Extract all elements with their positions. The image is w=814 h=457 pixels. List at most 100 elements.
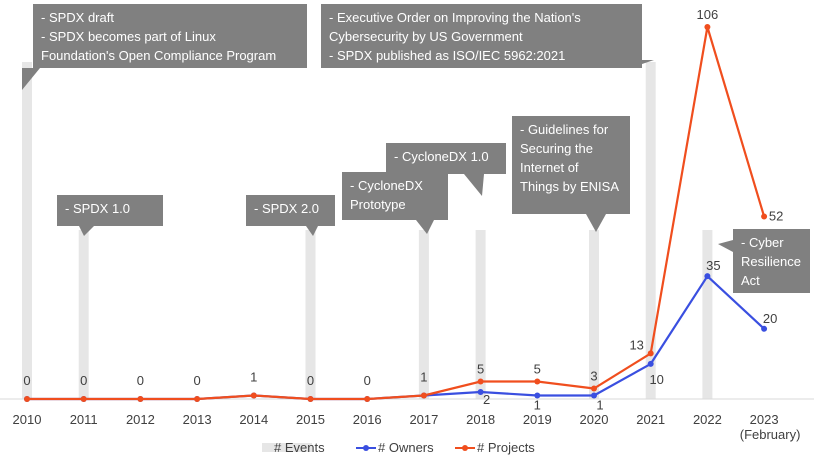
data-label-2019-11: 1 [534, 397, 541, 412]
callout-text-2021-2: - SPDX published as ISO/IEC 5962:2021 [329, 48, 565, 63]
data-label-2023-19: 20 [763, 311, 777, 326]
series-line-projects [27, 25, 766, 401]
legend-marker-owners [363, 445, 369, 451]
callout-text-2021-1: Cybersecurity by US Government [329, 29, 523, 44]
callout-box-2018 [386, 143, 506, 174]
point-owners-2023 [761, 325, 768, 332]
callout-text-2020-3: Things by ENISA [520, 179, 619, 194]
callout-text-2010-0: - SPDX draft [41, 10, 114, 25]
callout-text-2015-0: - SPDX 2.0 [254, 201, 319, 216]
x-tick-2016: 2016 [353, 412, 382, 427]
point-projects-2014 [250, 392, 257, 399]
callout-pointer-2022 [718, 240, 733, 252]
x-tick-2012: 2012 [126, 412, 155, 427]
series-lines [24, 24, 768, 402]
callout-pointer-2017 [416, 220, 434, 234]
callout-2017: - CycloneDX Prototype [342, 172, 448, 234]
callout-text-2017-0: - CycloneDX [350, 178, 423, 193]
data-label-2019-10: 5 [534, 361, 541, 376]
callout-pointer-2011 [79, 226, 94, 236]
callout-2020: - Guidelines for Securing the Internet of T… [512, 116, 630, 232]
callout-2011: - SPDX 1.0 [57, 195, 163, 236]
point-projects-2015 [307, 396, 314, 402]
point-projects-2019 [534, 378, 541, 385]
callout-box-2020 [512, 116, 630, 214]
data-label-2011-1: 0 [80, 373, 87, 388]
callout-text-2017-1: Prototype [350, 197, 406, 212]
data-label-2018-9: 2 [483, 392, 490, 407]
data-label-2012-2: 0 [137, 373, 144, 388]
x-tick-2017: 2017 [409, 412, 438, 427]
data-label-2022-16: 106 [697, 7, 719, 22]
callout-text-2011-0: - SPDX 1.0 [65, 201, 130, 216]
data-label-2015-5: 0 [307, 373, 314, 388]
data-label-2022-17: 35 [706, 258, 720, 273]
point-projects-2013 [194, 396, 201, 402]
callout-2021: - Executive Order on Improving the Natio… [321, 4, 654, 68]
callout-text-2022-1: Resilience [741, 254, 801, 269]
point-owners-2022 [704, 273, 711, 280]
data-label-2023-18: 52 [769, 209, 783, 224]
point-owners-2021 [647, 360, 654, 367]
callout-text-2010-1: - SPDX becomes part of Linux [41, 29, 216, 44]
x-tick-2013: 2013 [183, 412, 212, 427]
legend-swatch-events [262, 443, 312, 452]
callout-box-2017 [342, 172, 448, 220]
x-tick-2010: 2010 [13, 412, 42, 427]
x-tick-2022: 2022 [693, 412, 722, 427]
point-projects-2011 [80, 396, 87, 402]
callout-pointer-2020 [586, 214, 606, 232]
point-projects-2012 [137, 396, 144, 402]
event-bar-2022 [702, 230, 713, 399]
x-axis-ticks: 2010 2011 2012 2013 2014 2015 2016 2017 2018 2019… [13, 412, 801, 442]
data-label-2020-12: 3 [590, 368, 597, 383]
callout-2022: - Cyber Resilience Act [718, 229, 810, 293]
callout-2010: - SPDX draft - SPDX becomes part of Linux… [22, 4, 307, 90]
data-label-2017-7: 1 [420, 369, 427, 384]
x-tick-2015: 2015 [296, 412, 325, 427]
x-tick-note-2023: (February) [740, 427, 801, 442]
event-bars [22, 62, 713, 399]
point-owners-2019 [534, 392, 541, 399]
x-tick-2014: 2014 [239, 412, 268, 427]
callout-text-2018-0: - CycloneDX 1.0 [394, 149, 489, 164]
point-projects-2017 [420, 392, 427, 399]
callout-box-2022 [733, 229, 810, 293]
data-label-2021-15: 10 [649, 372, 663, 387]
point-projects-2018 [477, 378, 484, 385]
callout-box-2011 [57, 195, 163, 226]
callout-box-2010 [33, 4, 307, 68]
callout-pointer-2021 [630, 60, 654, 68]
x-tick-2018: 2018 [466, 412, 495, 427]
legend-label-projects: # Projects [477, 440, 535, 455]
point-projects-2023 [761, 213, 768, 220]
legend-label-owners: # Owners [378, 440, 434, 455]
point-projects-2010 [24, 396, 30, 402]
x-tick-2021: 2021 [636, 412, 665, 427]
legend-marker-projects [462, 445, 468, 451]
callout-text-2022-0: - Cyber [741, 235, 784, 250]
callout-pointer-2018 [464, 174, 484, 196]
callout-text-2020-1: Securing the [520, 141, 593, 156]
data-label-2010-0: 0 [23, 373, 30, 388]
event-bar-2015 [305, 230, 316, 399]
x-tick-2020: 2020 [580, 412, 609, 427]
callout-text-2020-0: - Guidelines for [520, 122, 609, 137]
data-label-2020-13: 1 [596, 397, 603, 412]
x-tick-2011: 2011 [70, 412, 98, 427]
event-bar-2011 [78, 230, 89, 399]
point-projects-2021 [647, 350, 654, 357]
legend-label-events: # Events [274, 440, 325, 455]
callout-text-2020-2: Internet of [520, 160, 579, 175]
event-bar-2018 [475, 230, 486, 399]
callout-box-2021 [321, 4, 642, 68]
data-label-2014-4: 1 [250, 369, 257, 384]
callout-text-2022-2: Act [741, 273, 760, 288]
x-tick-2023: 2023 [750, 412, 779, 427]
x-tick-2019: 2019 [523, 412, 552, 427]
callout-text-2021-0: - Executive Order on Improving the Natio… [329, 10, 581, 25]
data-label-2018-8: 5 [477, 361, 484, 376]
event-callouts: - SPDX draft - SPDX becomes part of Linux… [22, 4, 810, 293]
event-bar-2017 [418, 230, 429, 399]
